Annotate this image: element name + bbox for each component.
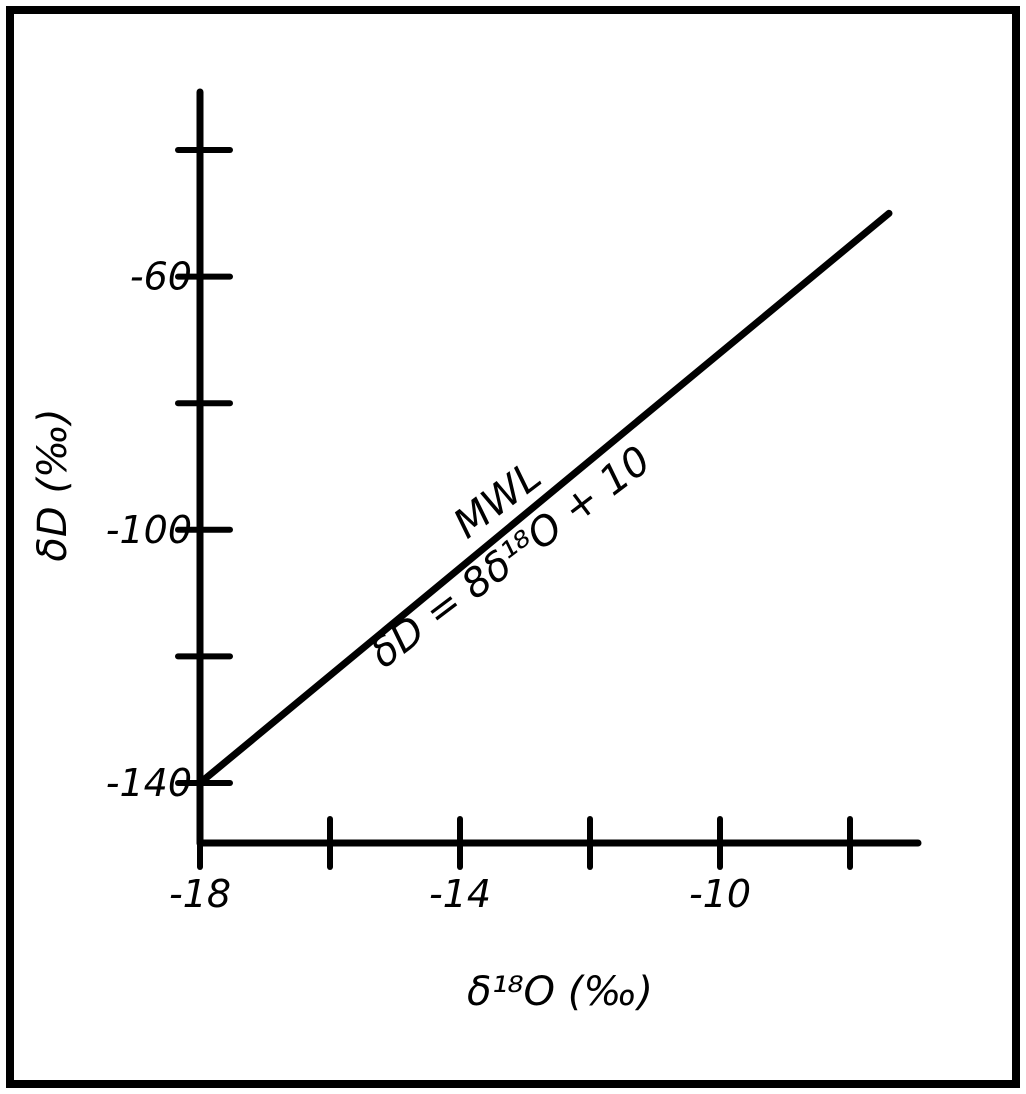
chart-frame (6, 6, 1020, 1088)
x-tick-label: -10 (689, 872, 751, 916)
series-line-mwl (196, 209, 893, 787)
y-tick-label: -140 (106, 761, 192, 805)
y-tick-label: -100 (106, 508, 192, 552)
x-ticks: -18 -14 -10 (169, 816, 853, 916)
x-tick-label: -14 (429, 872, 491, 916)
axes (196, 88, 922, 847)
series (196, 209, 893, 787)
x-axis-label: δ¹⁸O (‰) (467, 969, 653, 1015)
y-axis-label: δD (‰) (30, 408, 76, 561)
y-tick-label: -60 (130, 255, 192, 299)
x-tick-label: -18 (169, 872, 231, 916)
y-ticks: -140 -100 -60 (106, 147, 233, 805)
annotations: MWL δD = 8δ¹⁸O + 10 (362, 437, 659, 677)
